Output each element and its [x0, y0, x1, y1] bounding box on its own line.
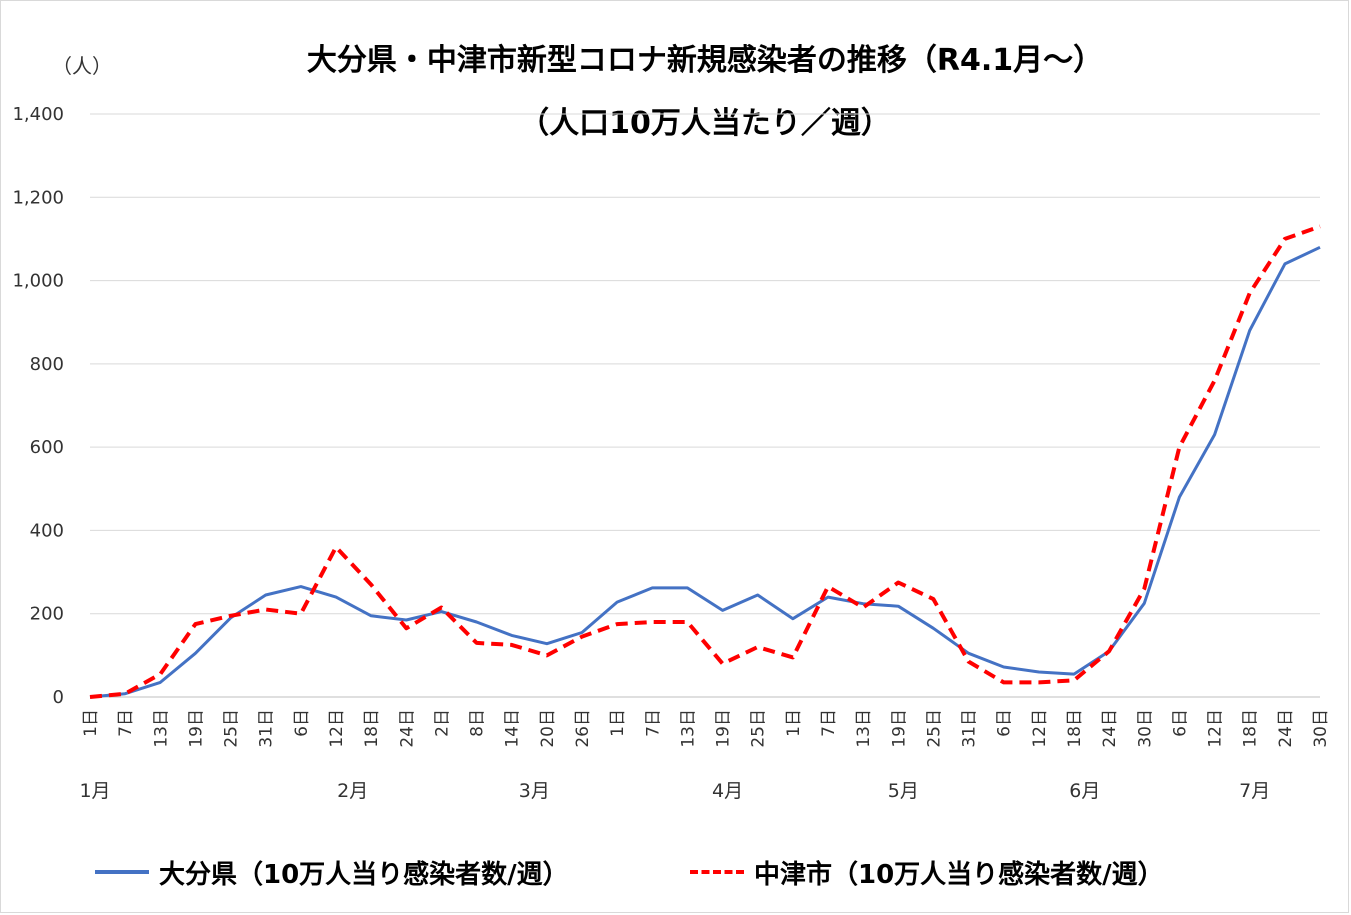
x-tick-label: 8日: [468, 709, 488, 737]
legend-swatch-oita: [95, 870, 149, 874]
x-tick-label: 26日: [573, 709, 593, 748]
x-tick-label: 31日: [257, 709, 277, 748]
legend-item-oita: 大分県（10万人当り感染者数/週）: [95, 852, 569, 892]
x-month-label: 5月: [888, 780, 919, 802]
x-axis-month-labels: 1月 2月 3月 4月 5月 6月 7月: [79, 780, 1270, 802]
legend-label-nakatsu: 中津市（10万人当り感染者数/週）: [754, 859, 1164, 890]
x-tick-label: 1日: [81, 709, 101, 737]
y-tick-label: 200: [30, 604, 64, 625]
x-tick-label: 13日: [854, 709, 874, 748]
x-tick-label: 1日: [608, 709, 628, 737]
x-tick-label: 24日: [397, 709, 417, 748]
y-tick-label: 1,000: [12, 271, 64, 292]
y-tick-label: 0: [53, 687, 64, 708]
series-lines: [89, 224, 1321, 699]
x-tick-label: 6日: [292, 709, 312, 737]
y-tick-label: 1,200: [12, 187, 64, 208]
x-month-label: 7月: [1239, 780, 1270, 802]
x-tick-label: 12日: [327, 709, 347, 748]
x-tick-label: 7日: [116, 709, 136, 737]
x-tick-label: 24日: [1276, 709, 1296, 748]
x-month-label: 4月: [712, 780, 743, 802]
x-month-label: 3月: [519, 780, 550, 802]
x-tick-label: 1日: [784, 709, 804, 737]
x-month-label: 6月: [1069, 780, 1100, 802]
x-tick-label: 13日: [678, 709, 698, 748]
x-tick-label: 6日: [995, 709, 1015, 737]
x-tick-label: 6日: [1170, 709, 1190, 737]
chart-title: 大分県・中津市新型コロナ新規感染者の推移（R4.1月〜）: [306, 43, 1104, 78]
x-tick-label: 24日: [1100, 709, 1120, 748]
x-tick-label: 19日: [714, 709, 734, 748]
x-tick-label: 30日: [1135, 709, 1155, 748]
chart-subtitle: （人口10万人当たり／週）: [519, 106, 891, 141]
x-tick-label: 19日: [889, 709, 909, 748]
x-month-label: 1月: [79, 780, 110, 802]
x-tick-label: 18日: [1241, 709, 1261, 748]
x-tick-label: 18日: [1065, 709, 1085, 748]
x-tick-label: 31日: [960, 709, 980, 748]
x-tick-label: 13日: [151, 709, 171, 748]
x-tick-label: 25日: [924, 709, 944, 748]
x-tick-label: 25日: [749, 709, 769, 748]
x-tick-label: 7日: [819, 709, 839, 737]
y-tick-label: 600: [30, 437, 64, 458]
y-tick-label: 400: [30, 520, 64, 541]
y-tick-label: 800: [30, 354, 64, 375]
legend-item-nakatsu: 中津市（10万人当り感染者数/週）: [690, 852, 1164, 892]
x-tick-label: 25日: [222, 709, 242, 748]
x-tick-label: 14日: [503, 709, 523, 748]
y-axis-unit-label: （人）: [52, 54, 112, 78]
series-line-oita: [89, 245, 1321, 699]
x-tick-label: 20日: [538, 709, 558, 748]
gridlines: [90, 113, 1320, 698]
x-tick-label: 19日: [186, 709, 206, 748]
series-line-nakatsu: [89, 224, 1321, 699]
x-tick-label: 7日: [643, 709, 663, 737]
x-tick-label: 2日: [432, 709, 452, 737]
y-tick-label: 1,400: [12, 104, 64, 125]
x-tick-label: 12日: [1206, 709, 1226, 748]
y-axis-ticks: 0 200 400 600 800 1,000 1,200 1,400: [12, 104, 64, 708]
x-tick-label: 18日: [362, 709, 382, 748]
legend-swatch-nakatsu: [690, 870, 744, 874]
x-month-label: 2月: [337, 780, 368, 802]
x-axis-ticks: 1日 7日 13日 19日 25日 31日 6日 12日 18日 24日 2日 8日 14日 20日 26日…: [81, 709, 1331, 748]
legend-label-oita: 大分県（10万人当り感染者数/週）: [159, 859, 569, 890]
x-tick-label: 30日: [1311, 709, 1331, 748]
x-tick-label: 12日: [1030, 709, 1050, 748]
